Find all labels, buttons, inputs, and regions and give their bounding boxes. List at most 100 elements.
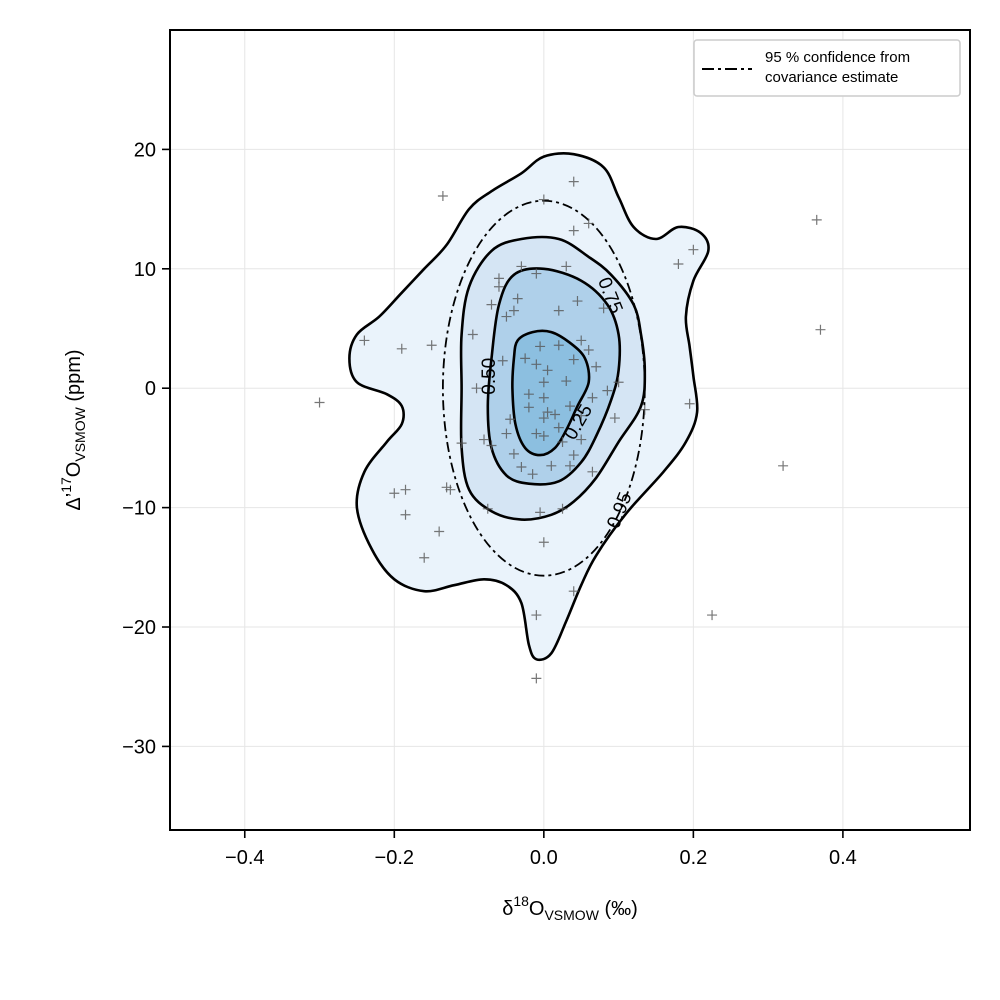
scatter-point xyxy=(576,410,587,421)
scatter-point xyxy=(396,343,407,354)
x-tick-label: 0.0 xyxy=(530,847,558,869)
scatter-point xyxy=(531,610,542,621)
scatter-point xyxy=(546,460,557,471)
scatter-point xyxy=(609,413,620,424)
scatter-point xyxy=(508,305,519,316)
x-axis-label-main: O xyxy=(529,898,545,920)
scatter-point xyxy=(501,311,512,322)
scatter-point xyxy=(568,225,579,236)
scatter-point xyxy=(508,448,519,459)
x-axis-label-sup: 18 xyxy=(513,893,529,909)
scatter-point xyxy=(684,398,695,409)
scatter-point xyxy=(576,335,587,346)
scatter-point xyxy=(531,673,542,684)
scatter-point xyxy=(493,273,504,284)
scatter-point xyxy=(707,610,718,621)
scatter-point xyxy=(538,392,549,403)
scatter-point xyxy=(512,293,523,304)
scatter-point xyxy=(426,340,437,351)
scatter-point xyxy=(531,359,542,370)
scatter-point xyxy=(456,438,467,449)
scatter-point xyxy=(527,469,538,480)
scatter-point xyxy=(538,194,549,205)
scatter-point xyxy=(576,434,587,445)
scatter-point xyxy=(639,404,650,415)
contour-label-text: 0.50 xyxy=(479,358,500,395)
x-axis-ticks: −0.4 −0.2 0.0 0.2 0.4 xyxy=(225,830,857,869)
legend-box xyxy=(693,39,961,97)
y-axis-label-sup: 17 xyxy=(58,477,74,493)
scatter-point xyxy=(538,377,549,388)
y-axis-label-base: Δ’ xyxy=(63,493,85,511)
scatter-point xyxy=(568,176,579,187)
scatter-point xyxy=(572,296,583,307)
scatter-point xyxy=(561,261,572,272)
scatter-point xyxy=(445,484,456,495)
scatter-point xyxy=(400,484,411,495)
y-tick-label: 20 xyxy=(134,139,156,161)
scatter-point xyxy=(486,299,497,310)
scatter-point xyxy=(523,389,534,400)
scatter-point xyxy=(437,190,448,201)
scatter-point xyxy=(591,361,602,372)
scatter-point xyxy=(568,450,579,461)
scatter-point xyxy=(419,552,430,563)
scatter-point xyxy=(583,218,594,229)
x-tick-label: −0.2 xyxy=(375,847,414,869)
scatter-point xyxy=(486,440,497,451)
scatter-point xyxy=(557,436,568,447)
y-axis-label: Δ’17OVSMOW (ppm) xyxy=(58,349,88,510)
scatter-point xyxy=(516,261,527,272)
scatter-point xyxy=(505,414,516,425)
scatter-point xyxy=(778,460,789,471)
scatter-point xyxy=(568,354,579,365)
scatter-point xyxy=(501,428,512,439)
y-tick-label: −30 xyxy=(122,736,156,758)
scatter-point xyxy=(400,509,411,520)
scatter-point xyxy=(471,383,482,394)
scatter-point xyxy=(673,259,684,270)
scatter-point xyxy=(389,488,400,499)
scatter-point xyxy=(359,335,370,346)
scatter-point xyxy=(542,407,553,418)
kde-contour-0-25 xyxy=(511,329,591,457)
scatter-point xyxy=(434,526,445,537)
x-tick-label: 0.2 xyxy=(679,847,707,869)
scatter-point xyxy=(479,434,490,445)
plot-frame xyxy=(169,29,971,831)
scatter-point xyxy=(482,503,493,514)
y-axis-ticks: 20 10 0 −10 −20 −30 xyxy=(122,139,170,758)
scatter-point xyxy=(557,503,568,514)
scatter-point xyxy=(535,341,546,352)
scatter-point xyxy=(587,392,598,403)
x-axis-label: δ18OVSMOW (‰) xyxy=(502,893,638,923)
y-tick-label: 0 xyxy=(145,378,156,400)
scatter-point xyxy=(497,355,508,366)
legend: 95 % confidence from covariance estimate xyxy=(693,39,961,97)
scatter-points xyxy=(314,176,826,684)
y-axis-label-main: O xyxy=(63,462,85,478)
x-axis-label-sub: VSMOW xyxy=(544,907,599,923)
scatter-point xyxy=(553,305,564,316)
x-axis-label-unit: (‰) xyxy=(599,898,638,920)
y-axis-label-unit: (ppm) xyxy=(63,349,85,407)
x-axis-label-base: δ xyxy=(502,898,513,920)
scatter-point xyxy=(598,303,609,314)
scatter-point xyxy=(565,460,575,471)
scatter-point xyxy=(520,353,531,364)
scatter-point xyxy=(811,214,822,225)
scatter-point xyxy=(815,324,826,335)
scatter-point xyxy=(583,345,594,355)
scatter-point xyxy=(553,422,564,433)
scatter-point xyxy=(561,376,572,387)
scatter-point xyxy=(613,377,624,388)
scatter-point xyxy=(538,430,549,441)
scatter-point xyxy=(688,244,699,255)
x-tick-label: −0.4 xyxy=(225,847,264,869)
scatter-point xyxy=(516,462,527,473)
scatter-point xyxy=(553,340,564,351)
legend-text-line-1: 95 % confidence from xyxy=(765,49,910,66)
scatter-point xyxy=(531,268,542,279)
x-tick-label: 0.4 xyxy=(829,847,857,869)
scatter-point xyxy=(587,466,598,477)
